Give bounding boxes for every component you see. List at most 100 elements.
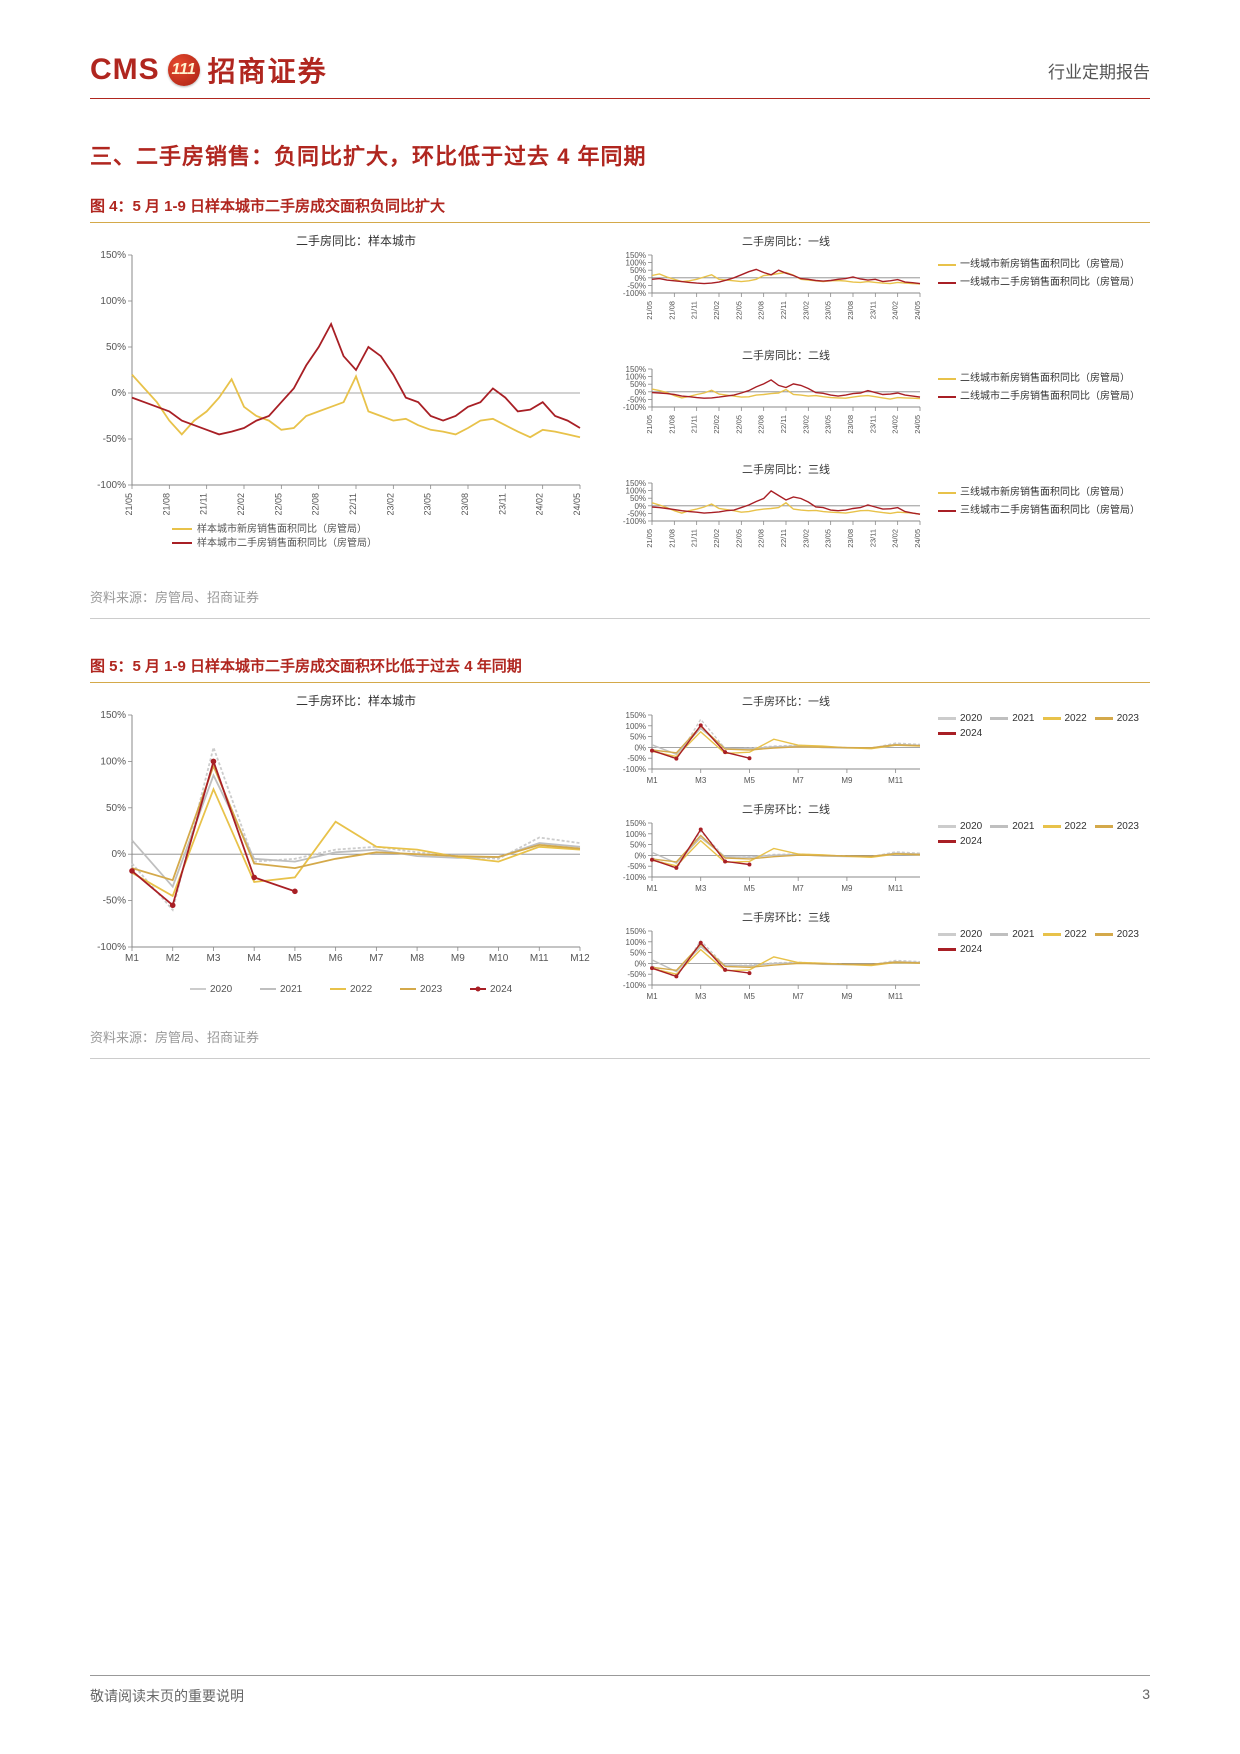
legend-item: 2024: [938, 728, 982, 739]
svg-text:50%: 50%: [106, 803, 126, 814]
legend-item: 2022: [1043, 929, 1087, 940]
fig4-sub-1: 二手房同比：二线-100%-50%0%50%100%150%21/0521/08…: [610, 347, 1150, 455]
svg-text:M7: M7: [369, 953, 383, 964]
svg-text:M5: M5: [744, 884, 756, 893]
svg-text:22/11: 22/11: [779, 415, 788, 433]
svg-text:50%: 50%: [630, 949, 646, 958]
svg-text:22/02: 22/02: [712, 529, 721, 548]
svg-text:-100%: -100%: [623, 873, 646, 882]
svg-text:23/11: 23/11: [868, 529, 877, 547]
svg-text:150%: 150%: [626, 819, 646, 828]
svg-text:23/02: 23/02: [385, 493, 395, 516]
fig5-sub-1: 二手房环比：二线-100%-50%0%50%100%150%M1M3M5M7M9…: [610, 801, 1150, 903]
svg-text:24/05: 24/05: [913, 415, 922, 434]
svg-text:23/08: 23/08: [460, 493, 470, 516]
svg-text:2020: 2020: [210, 984, 233, 995]
legend-item: 二线城市二手房销售面积同比（房管局）: [938, 389, 1150, 405]
svg-text:23/05: 23/05: [824, 301, 833, 320]
svg-text:22/05: 22/05: [734, 301, 743, 320]
svg-text:150%: 150%: [626, 251, 646, 260]
legend-item: 一线城市新房销售面积同比（房管局）: [938, 257, 1150, 273]
logo-cn-text: 招商证券: [208, 50, 328, 90]
svg-text:22/08: 22/08: [757, 415, 766, 434]
figure-5: 图 5：5 月 1-9 日样本城市二手房成交面积环比低于过去 4 年同期 二手房…: [90, 655, 1150, 1059]
svg-text:23/08: 23/08: [846, 301, 855, 320]
svg-text:M7: M7: [793, 992, 805, 1001]
svg-text:M1: M1: [646, 884, 658, 893]
svg-text:22/08: 22/08: [311, 493, 321, 516]
svg-text:23/02: 23/02: [801, 529, 810, 548]
svg-text:M6: M6: [329, 953, 343, 964]
svg-text:22/08: 22/08: [757, 529, 766, 548]
svg-text:0%: 0%: [634, 743, 646, 752]
svg-text:21/05: 21/05: [645, 415, 654, 434]
page-footer: 敬请阅读末页的重要说明 3: [90, 1675, 1150, 1706]
svg-text:0%: 0%: [634, 959, 646, 968]
svg-text:24/05: 24/05: [572, 493, 582, 516]
svg-text:M7: M7: [793, 776, 805, 785]
page-header: CMS 111 招商证券 行业定期报告: [90, 50, 1150, 99]
legend-item: 2023: [1095, 713, 1139, 724]
footer-note: 敬请阅读末页的重要说明: [90, 1686, 244, 1706]
svg-text:21/08: 21/08: [667, 529, 676, 548]
svg-text:0%: 0%: [112, 388, 127, 399]
svg-text:50%: 50%: [106, 342, 126, 353]
svg-text:24/02: 24/02: [891, 529, 900, 548]
figure-4: 图 4：5 月 1-9 日样本城市二手房成交面积负同比扩大 二手房同比：样本城市…: [90, 195, 1150, 619]
svg-text:150%: 150%: [100, 250, 126, 261]
fig5-source: 资料来源：房管局、招商证券: [90, 1027, 1150, 1046]
svg-text:M5: M5: [744, 776, 756, 785]
fig4-main-chart: 二手房同比：样本城市-100%-50%0%50%100%150%21/0521/…: [90, 233, 590, 573]
svg-text:-100%: -100%: [97, 942, 126, 953]
svg-text:21/11: 21/11: [690, 415, 699, 433]
legend-item: 2023: [1095, 821, 1139, 832]
svg-text:24/02: 24/02: [535, 493, 545, 516]
svg-text:二手房环比：二线: 二手房环比：二线: [742, 802, 830, 816]
fig5-side-charts: 二手房环比：一线-100%-50%0%50%100%150%M1M3M5M7M9…: [610, 693, 1150, 1013]
svg-text:M1: M1: [646, 992, 658, 1001]
logo-cms-text: CMS: [90, 53, 160, 87]
svg-text:样本城市新房销售面积同比（房管局）: 样本城市新房销售面积同比（房管局）: [197, 522, 367, 535]
svg-text:22/02: 22/02: [712, 415, 721, 434]
svg-text:2024: 2024: [490, 984, 513, 995]
svg-text:22/05: 22/05: [734, 415, 743, 434]
legend-item: 三线城市二手房销售面积同比（房管局）: [938, 503, 1150, 519]
svg-text:二手房同比：一线: 二手房同比：一线: [742, 234, 830, 248]
svg-text:23/02: 23/02: [801, 415, 810, 434]
svg-text:样本城市二手房销售面积同比（房管局）: 样本城市二手房销售面积同比（房管局）: [197, 536, 377, 549]
page-number: 3: [1142, 1686, 1150, 1706]
svg-text:2022: 2022: [350, 984, 373, 995]
svg-text:M5: M5: [288, 953, 302, 964]
svg-text:-50%: -50%: [627, 862, 646, 871]
svg-text:M3: M3: [207, 953, 221, 964]
legend-item: 2024: [938, 836, 982, 847]
svg-text:二手房同比：样本城市: 二手房同比：样本城市: [296, 233, 416, 248]
svg-text:24/05: 24/05: [913, 301, 922, 320]
svg-text:22/11: 22/11: [779, 529, 788, 547]
svg-text:M11: M11: [888, 884, 904, 893]
svg-text:150%: 150%: [100, 710, 126, 721]
svg-text:21/05: 21/05: [124, 493, 134, 516]
svg-text:M4: M4: [247, 953, 261, 964]
svg-text:M9: M9: [841, 992, 853, 1001]
svg-text:100%: 100%: [626, 722, 646, 731]
svg-text:M9: M9: [841, 776, 853, 785]
svg-text:100%: 100%: [626, 938, 646, 947]
svg-text:M1: M1: [125, 953, 139, 964]
svg-text:22/05: 22/05: [273, 493, 283, 516]
svg-text:-100%: -100%: [623, 981, 646, 990]
svg-text:24/02: 24/02: [891, 415, 900, 434]
svg-text:22/02: 22/02: [712, 301, 721, 320]
svg-text:二手房环比：样本城市: 二手房环比：样本城市: [296, 693, 416, 708]
legend-item: 2022: [1043, 821, 1087, 832]
figure-5-title: 图 5：5 月 1-9 日样本城市二手房成交面积环比低于过去 4 年同期: [90, 655, 1150, 683]
legend-item: 2021: [990, 821, 1034, 832]
fig5-main-chart: 二手房环比：样本城市-100%-50%0%50%100%150%M1M2M3M4…: [90, 693, 590, 1013]
svg-text:-50%: -50%: [103, 434, 126, 445]
svg-text:23/05: 23/05: [824, 529, 833, 548]
svg-text:150%: 150%: [626, 927, 646, 936]
svg-text:-50%: -50%: [627, 754, 646, 763]
svg-text:0%: 0%: [634, 851, 646, 860]
logo: CMS 111 招商证券: [90, 50, 328, 90]
svg-text:21/11: 21/11: [690, 529, 699, 547]
